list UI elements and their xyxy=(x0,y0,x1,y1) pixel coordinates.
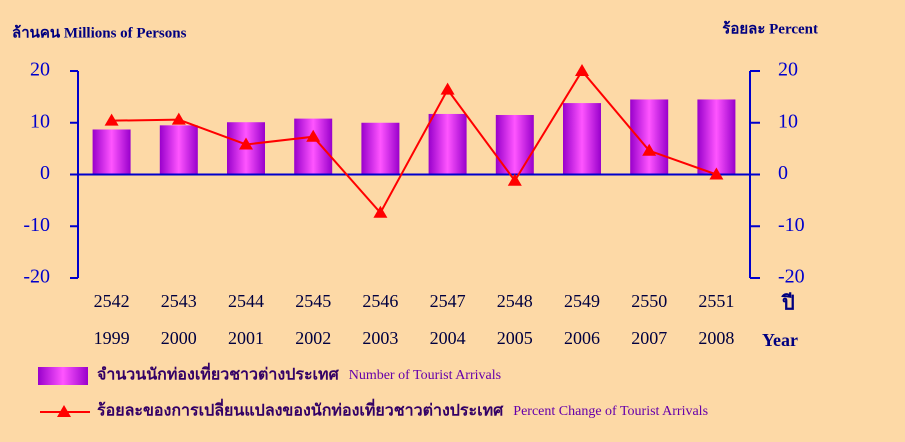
x-tick-label-ce: 2008 xyxy=(698,328,734,348)
x-tick-label: 2550 xyxy=(631,291,667,311)
y-tick-label: 0 xyxy=(40,162,50,184)
y-tick-label: -10 xyxy=(23,214,50,236)
bar xyxy=(697,99,736,175)
bar xyxy=(428,113,467,175)
legend-label-en: Number of Tourist Arrivals xyxy=(349,368,501,383)
bar xyxy=(495,114,534,175)
y-tick-label: -20 xyxy=(23,266,50,288)
marker xyxy=(171,112,186,125)
x-tick-label-ce: 2002 xyxy=(295,328,331,348)
legend-marker xyxy=(57,405,71,417)
bar xyxy=(159,125,198,175)
marker xyxy=(507,173,522,186)
marker xyxy=(709,167,724,180)
x-tick-label: 2548 xyxy=(497,291,533,311)
legend-label-en: Percent Change of Tourist Arrivals xyxy=(513,404,708,419)
x-tick-label: 2551 xyxy=(698,291,734,311)
legend-label: จำนวนนักท่องเที่ยวชาวต่างประเทศ xyxy=(97,363,340,384)
x-tick-label: 2547 xyxy=(430,291,466,311)
y2-tick-label: 0 xyxy=(778,162,788,184)
y2-tick-label: -20 xyxy=(778,266,805,288)
bar xyxy=(563,103,601,175)
x-tick-label-ce: 2000 xyxy=(161,328,197,348)
marker xyxy=(306,129,321,142)
y2-axis-label: ร้อยละ Percent xyxy=(722,20,818,37)
x-tick-label-ce: 1999 xyxy=(94,328,130,348)
marker xyxy=(239,137,253,150)
bar xyxy=(92,129,131,175)
x-tick-label: 2545 xyxy=(295,291,331,311)
x-tick-label-ce: 2005 xyxy=(497,328,533,348)
bar xyxy=(294,118,333,175)
x-tick-label: 2543 xyxy=(161,291,197,311)
x-tick-label: 2542 xyxy=(94,291,130,311)
x-tick-label: 2544 xyxy=(228,291,264,311)
marker xyxy=(440,82,455,95)
x-tick-label-ce: 2006 xyxy=(564,328,600,348)
x-tick-label-ce: 2007 xyxy=(631,328,667,348)
y2-tick-label: -10 xyxy=(778,214,805,236)
marker xyxy=(373,205,388,218)
y2-tick-label: 10 xyxy=(778,110,798,132)
bar xyxy=(630,99,669,175)
x2-axis-label: Year xyxy=(762,330,798,350)
line xyxy=(111,69,717,215)
y2-tick-label: 20 xyxy=(778,59,798,81)
y-tick-label: 20 xyxy=(30,59,50,81)
marker xyxy=(642,143,657,156)
y-axis-label: ล้านคน Millions of Persons xyxy=(12,24,187,41)
y-tick-label: 10 xyxy=(30,110,50,132)
x-tick-label: 2546 xyxy=(362,291,398,311)
legend-swatch xyxy=(38,367,88,385)
legend-label: ร้อยละของการเปลี่ยนแปลงของนักท่องเที่ยวช… xyxy=(97,399,504,420)
bar xyxy=(361,122,400,175)
x-tick-label-ce: 2003 xyxy=(362,328,398,348)
x-axis-label: ปี xyxy=(781,292,795,315)
marker xyxy=(104,113,119,126)
marker xyxy=(575,64,589,76)
x-tick-label: 2549 xyxy=(564,291,600,311)
x-tick-label-ce: 2001 xyxy=(228,328,264,348)
x-tick-label-ce: 2004 xyxy=(430,328,466,348)
